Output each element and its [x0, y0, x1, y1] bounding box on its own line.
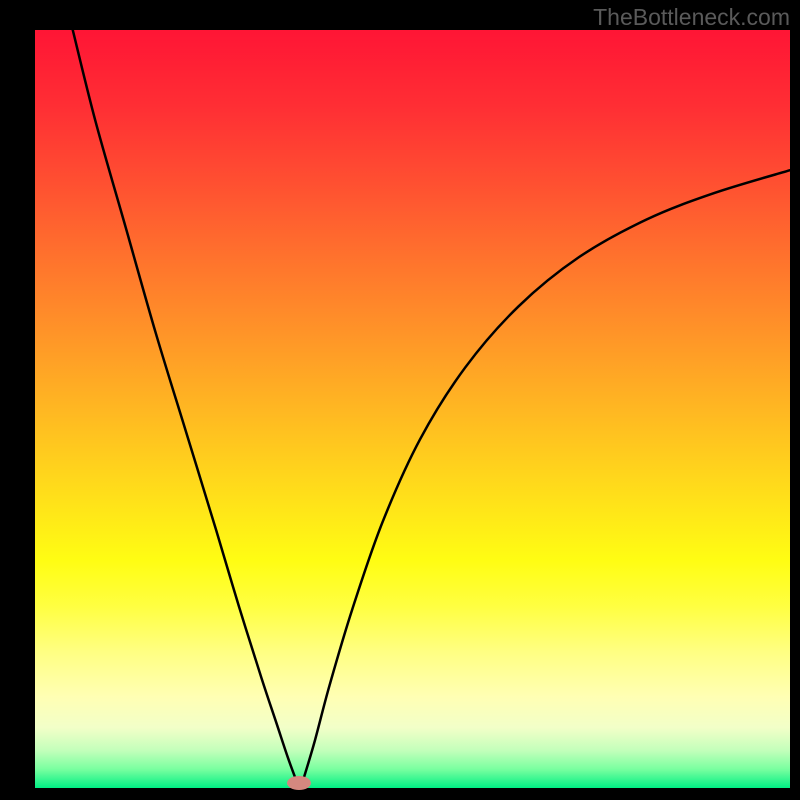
- bottleneck-curve: [35, 30, 790, 788]
- chart-frame: TheBottleneck.com: [0, 0, 800, 800]
- minimum-marker: [285, 774, 313, 792]
- watermark-text: TheBottleneck.com: [593, 4, 790, 31]
- plot-area: [35, 30, 790, 788]
